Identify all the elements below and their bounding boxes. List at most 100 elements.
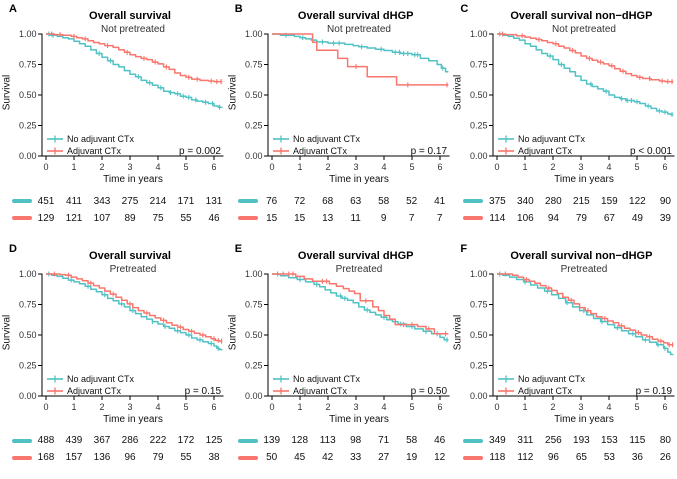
at-risk-count: 193 [573, 435, 590, 446]
legend-item: Adjuvant CTx [47, 146, 122, 156]
at-risk-count: 89 [124, 212, 136, 224]
risk-row-color-dash-icon [237, 455, 258, 460]
y-tick-label: 0.25 [19, 121, 37, 131]
at-risk-count: 139 [263, 435, 281, 446]
at-risk-count: 76 [266, 195, 278, 207]
risk-row-color-dash-icon [237, 438, 258, 443]
at-risk-count: 153 [601, 435, 618, 446]
x-tick-label: 3 [579, 162, 584, 172]
at-risk-count: 349 [489, 435, 506, 446]
panel-title: Overall survival [89, 10, 171, 22]
legend-label: Adjuvant CTx [293, 386, 348, 396]
at-risk-count: 115 [629, 435, 646, 446]
legend-item: Adjuvant CTx [272, 146, 348, 156]
legend-label: Adjuvant CTx [518, 386, 573, 396]
at-risk-count: 46 [208, 212, 220, 224]
y-tick-label: 1.00 [470, 269, 488, 279]
at-risk-count: 15 [266, 212, 278, 224]
y-tick-label: 0.50 [19, 90, 37, 100]
y-tick-label: 1.00 [245, 269, 263, 279]
at-risk-count: 38 [208, 452, 220, 463]
km-panel-E: E Overall survival dHGP Survival Pretrea… [225, 239, 452, 479]
km-curve-adjuvant-ctx [271, 272, 449, 335]
y-tick-label: 0.75 [245, 299, 263, 309]
at-risk-count: 53 [603, 452, 615, 463]
at-risk-count: 13 [322, 212, 334, 224]
x-tick-label: 1 [297, 402, 302, 412]
at-risk-count: 58 [378, 195, 390, 207]
km-curve-no-adjuvant-ctx [46, 33, 223, 108]
y-tick-label: 0.00 [470, 391, 488, 401]
legend-item: Adjuvant CTx [272, 386, 348, 396]
legend-label: No adjuvant CTx [518, 374, 586, 384]
at-risk-count: 159 [601, 195, 618, 207]
at-risk-count: 121 [65, 212, 83, 224]
x-tick-label: 3 [579, 402, 584, 412]
at-risk-count: 286 [121, 435, 139, 446]
x-tick-label: 6 [663, 402, 668, 412]
at-risk-count: 27 [378, 452, 390, 463]
x-tick-label: 6 [663, 162, 668, 172]
panel-title: Overall survival [89, 249, 171, 262]
at-risk-count: 63 [350, 195, 362, 207]
y-tick-label: 1.00 [19, 269, 37, 279]
risk-table-row-adjuvant-ctx: 50 45 42 33 27 19 12 [226, 451, 452, 465]
x-tick-label: 2 [325, 162, 330, 172]
legend-label: Adjuvant CTx [293, 146, 348, 156]
x-tick-label: 5 [635, 402, 640, 412]
y-tick-label: 1.00 [470, 29, 488, 39]
at-risk-count: 46 [434, 435, 446, 446]
panel-subtitle: Pretreated [110, 264, 157, 275]
x-tick-label: 1 [71, 402, 76, 412]
at-risk-count: 94 [547, 212, 559, 224]
at-risk-count: 41 [434, 195, 446, 207]
at-risk-count: 79 [152, 452, 164, 463]
axes [263, 273, 450, 400]
at-risk-count: 171 [177, 195, 195, 207]
panel-title: Overall survival non−dHGP [510, 10, 653, 22]
p-value-label: p < 0.001 [630, 146, 672, 157]
km-curve-no-adjuvant-ctx [497, 272, 674, 355]
legend-label: Adjuvant CTx [67, 146, 122, 156]
risk-table-row-no-adjuvant-ctx: 76 72 68 63 58 52 41 [226, 194, 452, 208]
x-tick-label: 5 [635, 162, 640, 172]
panel-title: Overall survival dHGP [297, 249, 414, 262]
x-tick-label: 6 [437, 162, 442, 172]
axes [489, 273, 675, 400]
legend-label: Adjuvant CTx [67, 386, 122, 396]
at-risk-count: 275 [121, 195, 139, 207]
y-tick-label: 0.00 [245, 151, 263, 161]
legend-item: No adjuvant CTx [498, 374, 586, 384]
y-tick-label: 0.50 [470, 330, 488, 340]
panel-letter: C [460, 3, 469, 15]
km-plot: Pretreated 0.00 0.25 0.50 0.75 1.00 0 1 2 3 4 5 6 Tim… [245, 264, 450, 425]
risk-row-color-dash-icon [463, 216, 484, 220]
km-panel-B: B Overall survival dHGP Survival Not pre… [225, 0, 452, 239]
legend-label: No adjuvant CTx [67, 134, 135, 144]
x-tick-label: 0 [269, 402, 274, 412]
y-tick-label: 0.25 [245, 121, 263, 131]
x-tick-label: 2 [551, 162, 556, 172]
y-tick-label: 0.00 [19, 391, 37, 401]
km-plot: Not pretreated 0.00 0.25 0.50 0.75 1.00 0 1 2 3 4 5… [19, 24, 224, 185]
x-tick-label: 4 [155, 162, 160, 172]
at-risk-count: 42 [322, 452, 334, 463]
legend-item: Adjuvant CTx [498, 146, 573, 156]
at-risk-count: 112 [517, 452, 534, 463]
at-risk-count: 90 [659, 195, 671, 207]
panel-title: Overall survival non−dHGP [510, 249, 653, 262]
at-risk-count: 71 [378, 435, 390, 446]
km-curve-adjuvant-ctx [46, 272, 223, 342]
x-tick-label: 5 [409, 402, 414, 412]
at-risk-count: 129 [37, 212, 55, 224]
panel-title: Overall survival dHGP [297, 10, 414, 22]
x-tick-label: 2 [99, 402, 104, 412]
km-curve-no-adjuvant-ctx [46, 272, 223, 350]
at-risk-count: 122 [629, 195, 646, 207]
x-tick-label: 6 [437, 402, 442, 412]
y-tick-label: 0.75 [19, 60, 37, 70]
p-value-label: p = 0.19 [636, 386, 673, 397]
y-tick-label: 0.75 [245, 60, 263, 70]
at-risk-count: 98 [350, 435, 362, 446]
